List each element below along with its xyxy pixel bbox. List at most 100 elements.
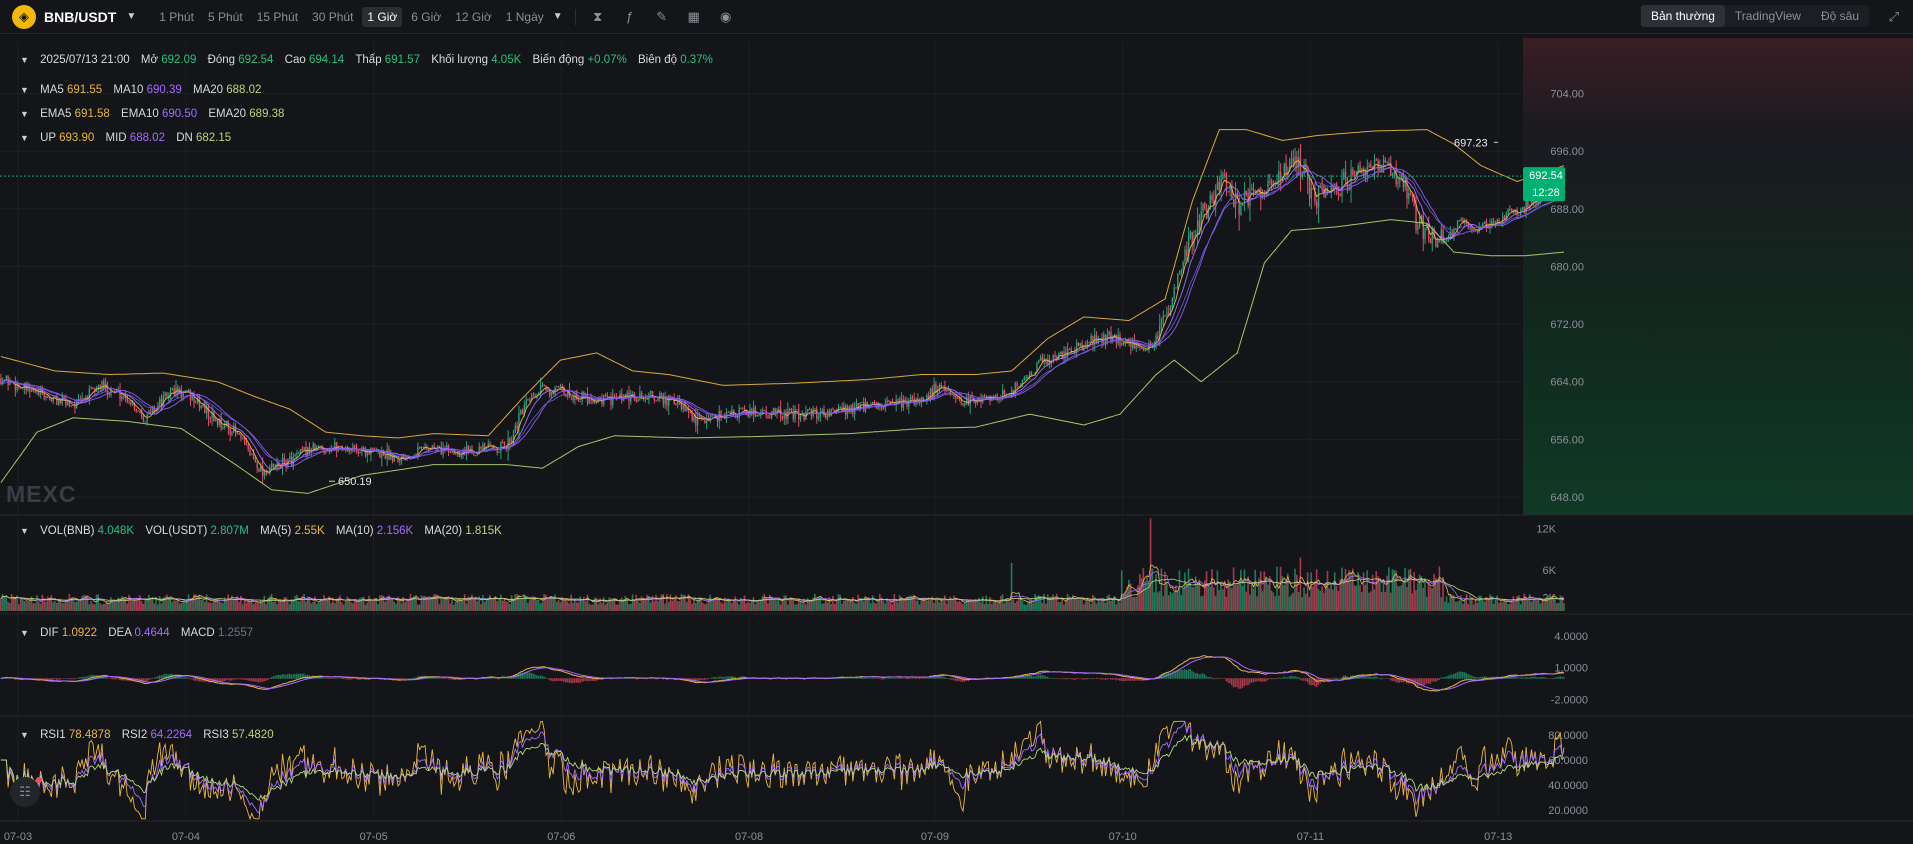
candle-body	[198, 397, 201, 409]
indicator-settings-icon[interactable]: ☷	[10, 777, 40, 807]
candle-body	[612, 395, 614, 406]
candle-body	[1009, 394, 1011, 396]
candle-body	[927, 395, 930, 399]
volume-bar	[1305, 593, 1307, 611]
collapse-arrow-icon[interactable]: ▼	[20, 55, 29, 65]
macd-histogram-bar	[166, 674, 168, 679]
macd-histogram-bar	[254, 678, 256, 682]
candle-body	[1104, 334, 1107, 343]
symbol-name[interactable]: BNB/USDT	[44, 8, 117, 25]
candle-body	[193, 394, 195, 403]
candle-body	[1025, 377, 1027, 379]
collapse-arrow-icon[interactable]: ▼	[20, 109, 29, 119]
volume-bar	[1427, 579, 1430, 611]
collapse-arrow-icon[interactable]: ▼	[20, 133, 29, 143]
candle-body	[1521, 207, 1524, 211]
macd-histogram-bar	[104, 676, 107, 679]
volume-bar	[481, 594, 484, 611]
candle-body	[236, 431, 239, 434]
volume-bar	[1041, 603, 1044, 611]
candle-body	[1023, 377, 1026, 380]
candle-body	[821, 409, 823, 412]
formula-icon[interactable]: ƒ	[626, 9, 634, 24]
candle-body	[1124, 340, 1127, 345]
volume-bar	[214, 599, 217, 611]
ema20-label: EMA20	[208, 108, 247, 120]
macd-histogram-bar	[185, 677, 188, 679]
candle-body	[637, 399, 639, 402]
camera-icon[interactable]: ◉	[720, 8, 732, 24]
interval-option[interactable]: 6 Giờ	[411, 9, 442, 24]
interval-option[interactable]: 1 Ngày	[505, 9, 544, 24]
volume-bar	[261, 601, 264, 611]
macd-histogram-bar	[1532, 676, 1534, 679]
candle-body	[1294, 156, 1296, 164]
volume-bar	[1380, 591, 1383, 611]
fullscreen-icon[interactable]: ⤢	[1888, 9, 1899, 24]
volume-bar	[74, 602, 76, 611]
macd-histogram-bar	[1337, 678, 1339, 679]
macd-histogram-bar	[1025, 675, 1027, 679]
candle-body	[267, 472, 269, 474]
candle-body	[94, 388, 96, 392]
collapse-arrow-icon[interactable]: ▼	[20, 730, 29, 740]
volume-bar	[512, 601, 515, 611]
candle-body	[808, 409, 811, 411]
candle-body	[1222, 173, 1224, 179]
collapse-arrow-icon[interactable]: ▼	[20, 628, 29, 638]
volume-bar	[149, 597, 152, 611]
macd-histogram-bar	[920, 678, 922, 679]
macd-histogram-bar	[1084, 678, 1087, 680]
volume-bar	[57, 599, 60, 611]
interval-option[interactable]: 1 Phút	[159, 9, 194, 24]
collapse-arrow-icon[interactable]: ▼	[20, 85, 29, 95]
macd-histogram-bar	[301, 673, 303, 679]
volume-bar	[395, 603, 397, 611]
view-option[interactable]: Bản thường	[1640, 5, 1725, 27]
price-chart[interactable]: 704.00696.00688.00680.00672.00664.00656.…	[0, 34, 1913, 844]
volume-bar	[792, 598, 794, 611]
pencil-icon[interactable]: ✎	[656, 8, 668, 24]
collapse-arrow-icon[interactable]: ▼	[20, 526, 29, 536]
candle-body	[1278, 171, 1280, 183]
view-option[interactable]: Độ sâu	[1820, 9, 1859, 23]
macd-histogram-bar	[555, 678, 558, 681]
interval-option[interactable]: 5 Phút	[207, 9, 243, 24]
interval-option[interactable]: 15 Phút	[256, 9, 299, 24]
macd-histogram-bar	[227, 678, 229, 681]
candle-body	[1375, 159, 1378, 161]
macd-histogram-bar	[1175, 670, 1177, 679]
interval-option[interactable]: 12 Giờ	[455, 9, 492, 24]
candle-body	[1254, 190, 1257, 194]
macd-histogram-bar	[1279, 677, 1282, 679]
candle-body	[119, 390, 121, 400]
macd-histogram-bar	[81, 676, 83, 679]
interval-dropdown-icon[interactable]: ▼	[552, 11, 563, 22]
candle-body	[695, 415, 697, 426]
symbol-dropdown-icon[interactable]: ▼	[126, 11, 137, 22]
candle-body	[45, 395, 47, 399]
volume-bar	[1377, 576, 1379, 611]
volume-bar	[1198, 579, 1201, 611]
macd-histogram-bar	[593, 678, 596, 681]
interval-option[interactable]: 30 Phút	[312, 9, 354, 24]
layout-icon[interactable]: ▦	[687, 8, 700, 24]
macd-histogram-bar	[355, 678, 357, 680]
candle-body	[335, 442, 338, 451]
interval-option[interactable]: 1 Giờ	[362, 6, 403, 27]
volume-bar	[315, 603, 318, 611]
candle-body	[1308, 179, 1311, 199]
candle-body	[862, 401, 865, 411]
macd-histogram-bar	[216, 678, 219, 683]
candle-body	[1438, 240, 1441, 242]
candle-body	[308, 447, 311, 453]
view-option[interactable]: TradingView	[1734, 9, 1801, 23]
volume-bar	[146, 599, 148, 611]
volume-bar	[370, 598, 372, 611]
candle-body	[1238, 198, 1240, 216]
candle-body	[357, 451, 359, 454]
macd-histogram-bar	[1086, 678, 1089, 680]
volume-bar	[68, 593, 71, 611]
volume-bar	[254, 602, 257, 611]
indicator-icon[interactable]: ⧗	[593, 8, 603, 24]
